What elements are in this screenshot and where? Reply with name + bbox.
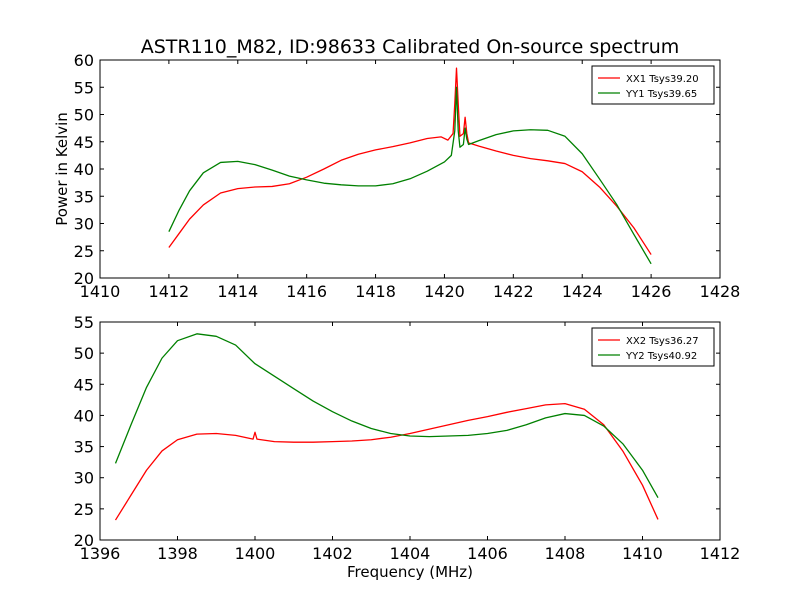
bottom-x-tick-label: 1404 bbox=[390, 544, 431, 563]
bottom-x-tick-label: 1398 bbox=[157, 544, 198, 563]
bottom-y-tick-label: 45 bbox=[74, 375, 94, 394]
bottom-x-tick-label: 1408 bbox=[545, 544, 586, 563]
chart-title: ASTR110_M82, ID:98633 Calibrated On-sour… bbox=[141, 36, 680, 58]
top-y-tick-label: 40 bbox=[74, 160, 94, 179]
bottom-legend-box bbox=[591, 327, 715, 367]
top-y-tick-label: 45 bbox=[74, 133, 94, 152]
top-y-tick-label: 25 bbox=[74, 242, 94, 261]
bottom-series-line-xx bbox=[114, 402, 659, 521]
bottom-series-line-yy bbox=[114, 333, 659, 498]
bottom-y-tick-label: 35 bbox=[74, 438, 94, 457]
top-legend-box bbox=[591, 65, 715, 105]
bottom-legend: XX2 Tsys36.27 YY2 Tsys40.92 bbox=[591, 327, 715, 367]
bottom-y-tick-label: 55 bbox=[74, 313, 94, 332]
x-axis-title: Frequency (MHz) bbox=[347, 563, 473, 581]
top-y-tick-label: 20 bbox=[74, 269, 94, 288]
bottom-y-tick-label: 40 bbox=[74, 406, 94, 425]
bottom-x-tick-label: 1410 bbox=[622, 544, 663, 563]
bottom-x-tick-label: 1402 bbox=[312, 544, 353, 563]
top-y-tick-label: 35 bbox=[74, 187, 94, 206]
top-x-tick-label: 1424 bbox=[562, 282, 603, 301]
bottom-y-tick-label: 50 bbox=[74, 344, 94, 363]
top-y-tick-label: 60 bbox=[74, 51, 94, 70]
top-panel: 1410 1412 1414 1416 1418 1420 1422 1424 1426 1428… bbox=[74, 51, 741, 301]
top-legend: XX1 Tsys39.20 YY1 Tsys39.65 bbox=[591, 65, 715, 105]
bottom-x-tick-label: 1412 bbox=[700, 544, 741, 563]
bottom-legend-label: XX2 Tsys36.27 bbox=[626, 336, 699, 347]
top-x-tick-label: 1426 bbox=[631, 282, 672, 301]
bottom-legend-label: YY2 Tsys40.92 bbox=[625, 351, 697, 362]
top-x-tick-label: 1416 bbox=[286, 282, 327, 301]
top-legend-label: XX1 Tsys39.20 bbox=[626, 74, 699, 85]
bottom-y-tick-label: 25 bbox=[74, 500, 94, 519]
bottom-x-tick-label: 1400 bbox=[235, 544, 276, 563]
top-x-tick-label: 1428 bbox=[700, 282, 741, 301]
top-y-tick-label: 30 bbox=[74, 215, 94, 234]
bottom-x-tick-label: 1406 bbox=[467, 544, 508, 563]
top-x-tick-label: 1412 bbox=[149, 282, 190, 301]
y-axis-title: Power in Kelvin bbox=[53, 112, 71, 226]
bottom-y-tick-label: 30 bbox=[74, 469, 94, 488]
top-x-tick-label: 1410 bbox=[80, 282, 121, 301]
top-x-tick-label: 1414 bbox=[217, 282, 258, 301]
bottom-y-tick-label: 20 bbox=[74, 531, 94, 550]
top-y-tick-label: 50 bbox=[74, 106, 94, 125]
top-series-line-xx bbox=[168, 67, 652, 255]
top-series-line-yy bbox=[168, 86, 652, 265]
top-y-tick-label: 55 bbox=[74, 78, 94, 97]
bottom-panel: 1396 1398 1400 1402 1404 1406 1408 1410 1412 20 25… bbox=[74, 313, 741, 563]
top-x-tick-label: 1418 bbox=[355, 282, 396, 301]
top-legend-label: YY1 Tsys39.65 bbox=[625, 89, 697, 100]
top-x-tick-label: 1420 bbox=[424, 282, 465, 301]
top-x-tick-label: 1422 bbox=[493, 282, 534, 301]
bottom-x-tick-label: 1396 bbox=[80, 544, 121, 563]
